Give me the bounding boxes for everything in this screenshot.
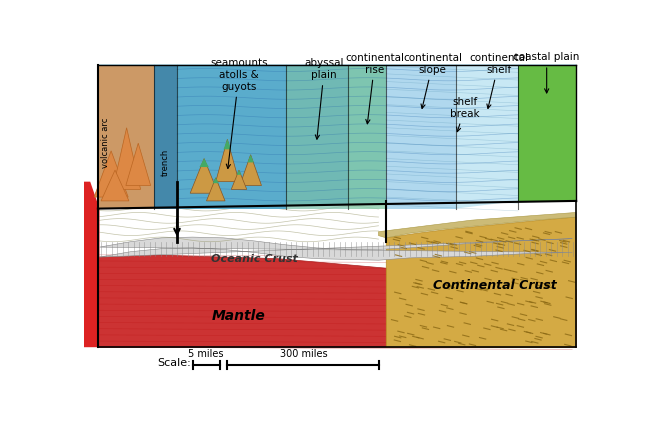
Polygon shape [386,217,576,347]
Polygon shape [378,212,576,238]
Polygon shape [177,65,286,209]
Text: shelf
break: shelf break [450,97,480,132]
Text: coastal plain: coastal plain [513,52,580,93]
Polygon shape [386,65,456,209]
Polygon shape [206,178,225,201]
Polygon shape [347,65,386,209]
Polygon shape [154,65,177,209]
Polygon shape [518,65,576,201]
Text: abyssal
plain: abyssal plain [304,58,344,139]
Text: 5 miles: 5 miles [188,349,223,359]
Polygon shape [101,170,129,201]
Polygon shape [286,65,347,209]
Text: continental
rise: continental rise [345,53,404,124]
Polygon shape [456,65,518,209]
Polygon shape [98,65,154,209]
Text: seamounts
atolls &
guyots: seamounts atolls & guyots [210,58,268,168]
Polygon shape [240,155,261,186]
Polygon shape [190,159,218,193]
Polygon shape [216,139,239,181]
Polygon shape [200,159,209,167]
Polygon shape [94,151,128,197]
Polygon shape [212,178,219,183]
Text: continental
slope: continental slope [403,53,462,108]
Polygon shape [84,181,99,347]
Text: Scale:: Scale: [158,357,192,368]
Polygon shape [237,170,241,175]
Text: Continental Crust: Continental Crust [433,279,556,292]
Polygon shape [84,51,605,376]
Polygon shape [98,65,576,209]
Polygon shape [231,170,247,190]
Polygon shape [224,139,231,149]
Polygon shape [126,143,151,186]
Text: Mantle: Mantle [212,309,266,324]
Polygon shape [113,128,140,190]
Polygon shape [84,243,576,347]
Text: Oceanic Crust: Oceanic Crust [211,254,298,264]
Text: trench: trench [161,149,170,176]
Text: 300 miles: 300 miles [280,349,327,359]
Text: continental
shelf: continental shelf [469,53,528,108]
Polygon shape [247,155,254,162]
Polygon shape [99,237,573,260]
Text: volcanic arc: volcanic arc [101,118,110,168]
